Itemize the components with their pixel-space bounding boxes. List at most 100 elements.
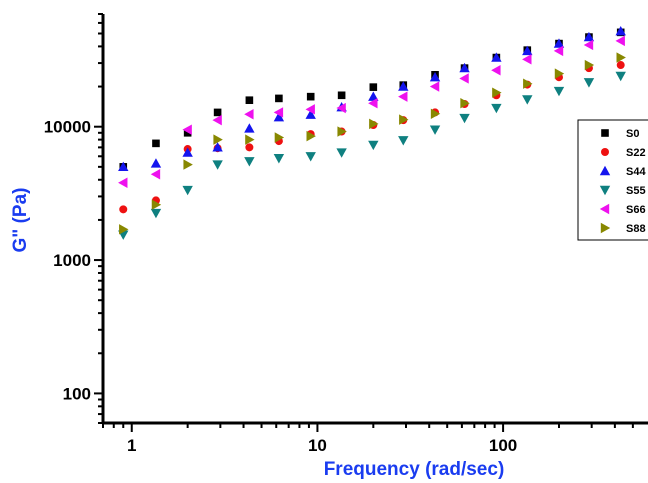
point-s66 [429,81,440,92]
point-s44 [429,72,441,82]
y-tick-label: 1000 [53,251,91,270]
point-s88 [399,114,409,125]
point-s66 [583,39,594,51]
legend-marker-s88 [600,222,611,234]
point-s88 [492,87,502,98]
point-s44 [118,161,129,172]
legend-label-s55: S55 [626,185,646,197]
point-s88 [274,132,285,143]
point-s22 [616,61,625,70]
point-s88 [523,78,533,89]
point-s55 [491,103,502,114]
legend-marker-s55 [599,185,611,196]
point-s55 [398,136,409,146]
point-s0 [183,129,192,137]
point-s66 [244,109,254,120]
point-s66 [150,169,161,180]
point-s88 [430,108,441,119]
point-s22 [119,205,128,214]
point-s88 [460,98,470,109]
legend-label-s88: S88 [626,223,646,235]
point-s0 [245,96,254,105]
point-s55 [305,152,316,162]
point-s66 [305,104,315,115]
ticks [94,13,634,432]
legend-label-s22: S22 [626,147,646,159]
legend-label-s0: S0 [626,128,639,140]
point-s44 [615,26,626,36]
point-s66 [459,73,469,84]
legend-marker-s44 [599,165,611,176]
point-s88 [369,118,379,130]
point-s88 [554,68,565,79]
legend-label-s66: S66 [626,204,646,216]
axes [101,14,648,425]
legend: S0 S22 S44 S55 S66 S88 [577,119,648,241]
legend-marker-s66 [599,203,610,215]
legend-box [577,119,648,241]
point-s44 [368,91,379,101]
point-s0 [213,108,222,117]
point-s44 [273,111,285,122]
point-s88 [584,59,595,71]
x-tick-label: 10 [308,436,327,455]
x-tick-label: 1 [127,436,136,455]
point-s66 [273,107,284,118]
point-s44 [398,81,409,91]
x-tick-label: 100 [489,436,517,455]
tick-labels: 1 10 100 100 1000 10000 [44,118,518,455]
point-s88 [151,199,162,210]
point-s0 [275,94,283,103]
point-s44 [553,38,565,48]
point-s88 [306,130,316,142]
point-s66 [182,124,192,135]
point-s44 [182,147,193,157]
x-axis-title: Frequency (rad/sec) [324,459,505,480]
point-s44 [150,158,162,168]
point-s22 [245,143,254,152]
point-s66 [553,45,564,57]
data-points [118,26,626,240]
point-s44 [212,142,223,152]
point-s66 [212,114,222,126]
point-s66 [491,65,501,76]
y-tick-label: 10000 [44,118,91,137]
point-s66 [615,35,625,47]
legend-marker-s22 [601,148,609,156]
point-s88 [213,134,223,145]
point-s44 [305,109,316,119]
legend-label-s44: S44 [626,166,646,178]
legend-marker-s0 [601,129,609,137]
y-axis-title: G" (Pa) [10,188,31,253]
point-s66 [118,177,128,188]
point-s55 [212,160,223,170]
point-s44 [583,31,595,42]
point-s44 [244,123,255,133]
point-s55 [583,78,595,88]
point-s88 [616,52,626,63]
point-s66 [398,91,408,102]
point-s44 [491,52,502,62]
point-s55 [150,208,162,219]
point-s66 [522,54,532,65]
point-s55 [615,71,626,82]
y-tick-label: 100 [63,384,91,403]
point-s88 [119,224,129,235]
point-s44 [522,45,533,56]
point-s0 [337,91,346,100]
point-s0 [306,92,315,101]
point-s55 [553,86,565,97]
point-s0 [152,139,160,148]
point-s88 [183,159,193,170]
point-s88 [245,134,255,145]
point-s44 [459,62,470,73]
point-s66 [368,98,378,109]
point-s55 [522,95,533,105]
point-s55 [368,140,379,151]
point-s55 [336,148,347,158]
point-s88 [337,126,347,137]
point-s55 [459,113,470,124]
point-s0 [369,83,378,91]
point-s55 [273,154,285,164]
